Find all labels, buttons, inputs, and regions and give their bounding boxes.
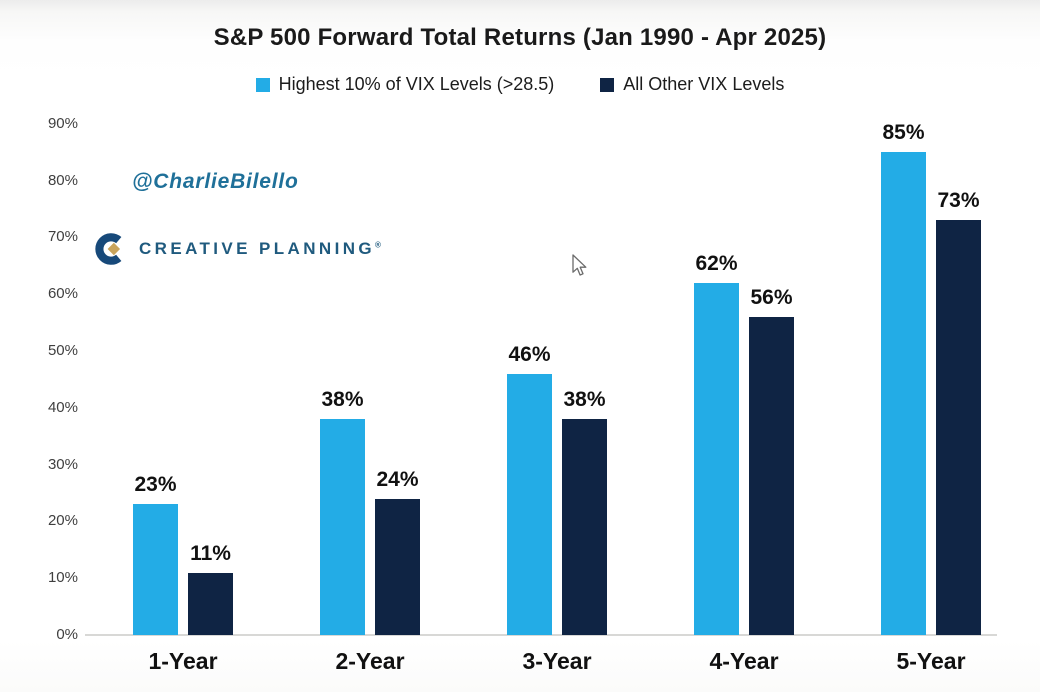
x-axis-label-3-year: 3-Year — [522, 648, 592, 674]
bar-series1-5-year — [881, 152, 926, 635]
bar-series1-2-year — [320, 419, 365, 635]
bar-series2-5-year — [936, 220, 981, 635]
value-label-series1-5-year: 85% — [882, 121, 925, 145]
value-label-series1-4-year: 62% — [695, 251, 738, 275]
legend-label-other-vix: All Other VIX Levels — [623, 74, 785, 94]
trademark-mark: ® — [375, 240, 381, 250]
bar-series1-4-year — [694, 282, 739, 635]
y-axis-label: 60% — [47, 285, 78, 303]
y-axis-label: 70% — [47, 228, 78, 246]
y-axis-label: 20% — [47, 512, 78, 530]
creative-planning-logo: CREATIVE PLANNING® — [94, 232, 381, 266]
legend-item-high-vix: Highest 10% of VIX Levels (>28.5) — [255, 74, 555, 95]
y-axis-label: 40% — [47, 398, 78, 416]
y-axis-label: 80% — [47, 171, 78, 189]
bar-series2-4-year — [749, 316, 794, 635]
value-label-series2-1-year: 11% — [190, 541, 231, 565]
x-axis-label-1-year: 1-Year — [148, 648, 218, 674]
x-axis-label-2-year: 2-Year — [335, 648, 405, 674]
chart-title: S&P 500 Forward Total Returns (Jan 1990 … — [213, 24, 827, 51]
legend-swatch-other-vix-icon — [600, 77, 615, 92]
bar-series2-2-year — [375, 498, 420, 635]
value-label-series2-5-year: 73% — [937, 189, 980, 213]
y-axis-label: 10% — [47, 569, 78, 587]
watermark-text: @CharlieBilello — [132, 170, 299, 193]
bar-series2-3-year — [562, 419, 607, 635]
bar-series1-3-year — [507, 373, 552, 635]
y-axis-label: 50% — [47, 342, 78, 359]
creative-planning-logo-text: CREATIVE PLANNING® — [139, 239, 381, 258]
value-label-series1-2-year: 38% — [321, 388, 364, 412]
y-axis-label: 0% — [56, 626, 78, 643]
value-label-series1-1-year: 23% — [134, 473, 177, 497]
y-axis-label: 90% — [47, 114, 78, 132]
legend-swatch-high-vix-icon — [255, 77, 270, 92]
creative-planning-logo-icon — [95, 233, 122, 265]
x-axis-label-4-year: 4-Year — [709, 648, 779, 674]
chart-legend: Highest 10% of VIX Levels (>28.5) All Ot… — [0, 74, 1040, 95]
bar-series2-1-year — [188, 572, 233, 635]
value-label-series1-3-year: 46% — [508, 342, 551, 366]
y-axis-label: 30% — [47, 455, 78, 473]
bar-series1-1-year — [133, 504, 178, 635]
legend-label-high-vix: Highest 10% of VIX Levels (>28.5) — [278, 74, 555, 94]
value-label-series2-2-year: 24% — [376, 467, 419, 491]
mouse-cursor-icon — [572, 254, 587, 276]
legend-item-other-vix: All Other VIX Levels — [600, 74, 784, 95]
value-label-series2-3-year: 38% — [563, 388, 606, 412]
x-axis-line — [85, 634, 997, 636]
value-label-series2-4-year: 56% — [750, 285, 793, 309]
x-axis-label-5-year: 5-Year — [896, 648, 966, 674]
